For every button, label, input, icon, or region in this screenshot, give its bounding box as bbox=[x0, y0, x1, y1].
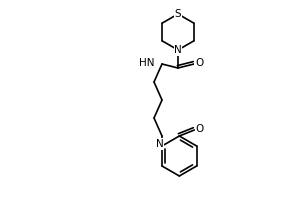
Text: HN: HN bbox=[140, 58, 155, 68]
Text: O: O bbox=[195, 58, 203, 68]
Text: S: S bbox=[175, 9, 181, 19]
Text: N: N bbox=[174, 45, 182, 55]
Text: O: O bbox=[195, 124, 203, 134]
Text: N: N bbox=[156, 139, 164, 149]
